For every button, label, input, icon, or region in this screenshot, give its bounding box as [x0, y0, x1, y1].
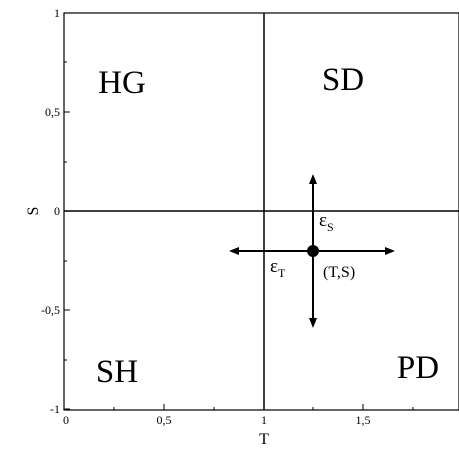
x-tick-label: 1,5 [356, 413, 371, 427]
point-marker [307, 245, 319, 257]
y-tick-label: 0,5 [45, 105, 60, 119]
epsilon-s-label: εS [319, 210, 334, 234]
quadrant-label-sd: SD [322, 62, 364, 98]
y-tick-label: 1 [54, 6, 60, 20]
y-tick-label: -0,5 [41, 303, 60, 317]
perturbation-arrows [229, 174, 395, 328]
x-tick-label: 0 [63, 413, 69, 427]
arrow-up-head [309, 174, 317, 184]
arrow-left-head [229, 247, 239, 255]
y-axis-label: S [25, 207, 42, 216]
x-axis-ticks [63, 404, 414, 410]
x-axis-label: T [259, 431, 269, 448]
point-label: (T,S) [323, 264, 355, 281]
quadrant-label-hg: HG [98, 65, 146, 101]
epsilon-t-label: εT [270, 256, 286, 280]
y-tick-label: -1 [50, 402, 60, 416]
quadrant-label-pd: PD [397, 350, 439, 386]
arrow-down-head [309, 318, 317, 328]
arrow-right-head [385, 247, 395, 255]
y-axis-ticks [64, 12, 70, 410]
x-tick-label: 1 [261, 413, 267, 427]
x-tick-label: 0,5 [157, 413, 172, 427]
y-tick-label: 0 [54, 204, 60, 218]
quadrant-label-sh: SH [96, 354, 138, 390]
